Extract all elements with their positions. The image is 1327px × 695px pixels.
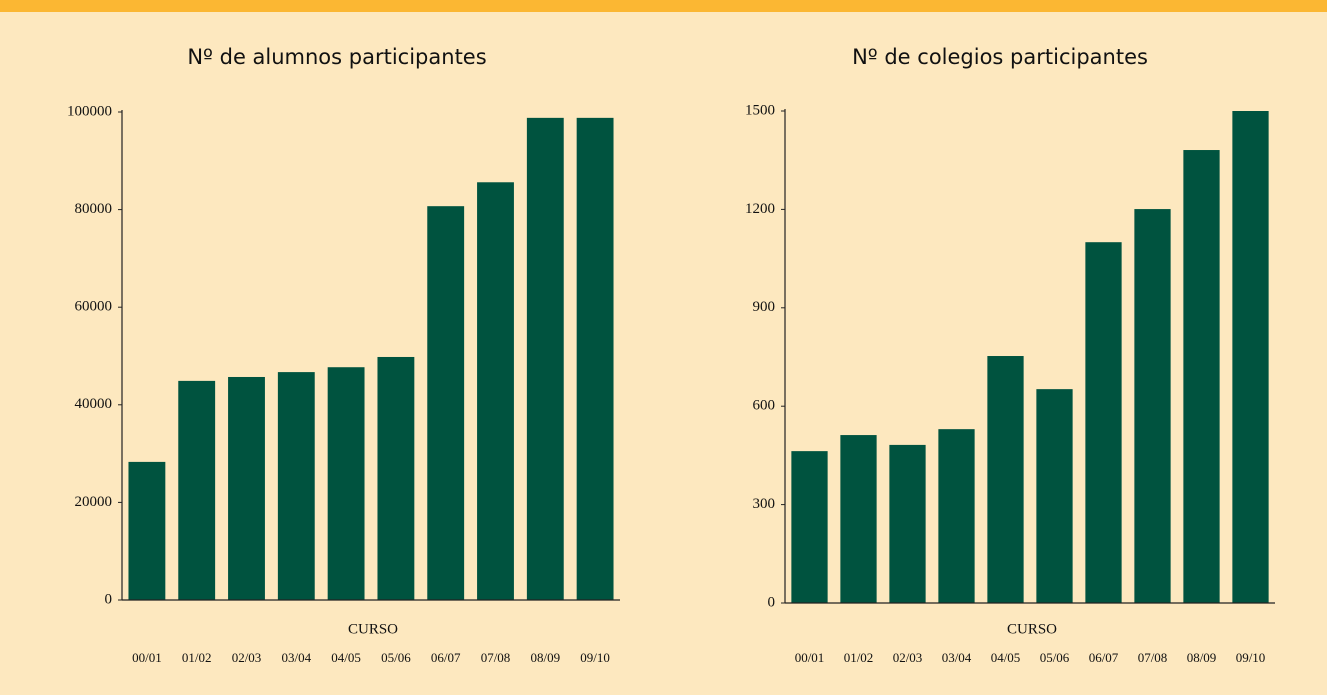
y-tick-label: 900: [753, 299, 776, 315]
x-axis-label: CURSO: [1007, 621, 1057, 637]
bar: [576, 117, 614, 600]
y-tick-label: 20000: [75, 494, 113, 510]
y-tick-label: 300: [753, 496, 776, 512]
x-tick-label: 01/02: [182, 650, 212, 665]
x-tick-label: 02/03: [232, 650, 262, 665]
x-tick-label: 08/09: [1187, 650, 1217, 665]
top-band: [0, 0, 1327, 12]
y-tick-label: 0: [768, 594, 776, 610]
bar: [327, 367, 365, 600]
y-tick-label: 80000: [75, 201, 113, 217]
bar: [1036, 389, 1073, 603]
y-tick-label: 100000: [67, 103, 112, 119]
bar: [1232, 111, 1269, 603]
bar: [277, 372, 315, 600]
chart-title: Nº de alumnos participantes: [187, 45, 486, 69]
bar: [1134, 209, 1171, 603]
bar: [1183, 150, 1220, 604]
x-tick-label: 05/06: [381, 650, 411, 665]
x-tick-label: 09/10: [1236, 650, 1266, 665]
bar: [477, 182, 514, 600]
bar: [840, 435, 877, 603]
x-tick-label: 02/03: [893, 650, 923, 665]
x-tick-label: 09/10: [580, 650, 610, 665]
y-tick-label: 60000: [75, 299, 113, 315]
y-tick-label: 40000: [75, 396, 113, 412]
bar: [178, 380, 216, 600]
x-axis-label: CURSO: [348, 621, 398, 637]
x-tick-label: 08/09: [530, 650, 560, 665]
x-tick-label: 05/06: [1040, 650, 1070, 665]
bar: [987, 356, 1024, 603]
x-tick-label: 03/04: [942, 650, 972, 665]
x-tick-label: 01/02: [844, 650, 874, 665]
x-tick-label: 07/08: [481, 650, 511, 665]
bar: [377, 356, 415, 600]
x-tick-label: 07/08: [1138, 650, 1168, 665]
bar: [128, 461, 166, 600]
y-tick-label: 1500: [745, 102, 775, 118]
bar: [1085, 242, 1122, 603]
x-tick-label: 06/07: [1089, 650, 1119, 665]
y-tick-label: 1200: [745, 201, 775, 217]
x-tick-label: 04/05: [331, 650, 361, 665]
bar: [526, 117, 564, 600]
x-tick-label: 00/01: [795, 650, 825, 665]
bar: [889, 444, 926, 603]
x-tick-label: 06/07: [431, 650, 461, 665]
x-tick-label: 03/04: [281, 650, 311, 665]
x-tick-label: 00/01: [132, 650, 162, 665]
bar: [791, 451, 828, 603]
chart-title: Nº de colegios participantes: [852, 45, 1148, 69]
bar: [427, 206, 465, 600]
y-tick-label: 0: [105, 591, 113, 607]
bar: [228, 376, 265, 600]
x-tick-label: 04/05: [991, 650, 1021, 665]
y-tick-label: 600: [753, 398, 776, 414]
bar: [938, 429, 975, 603]
